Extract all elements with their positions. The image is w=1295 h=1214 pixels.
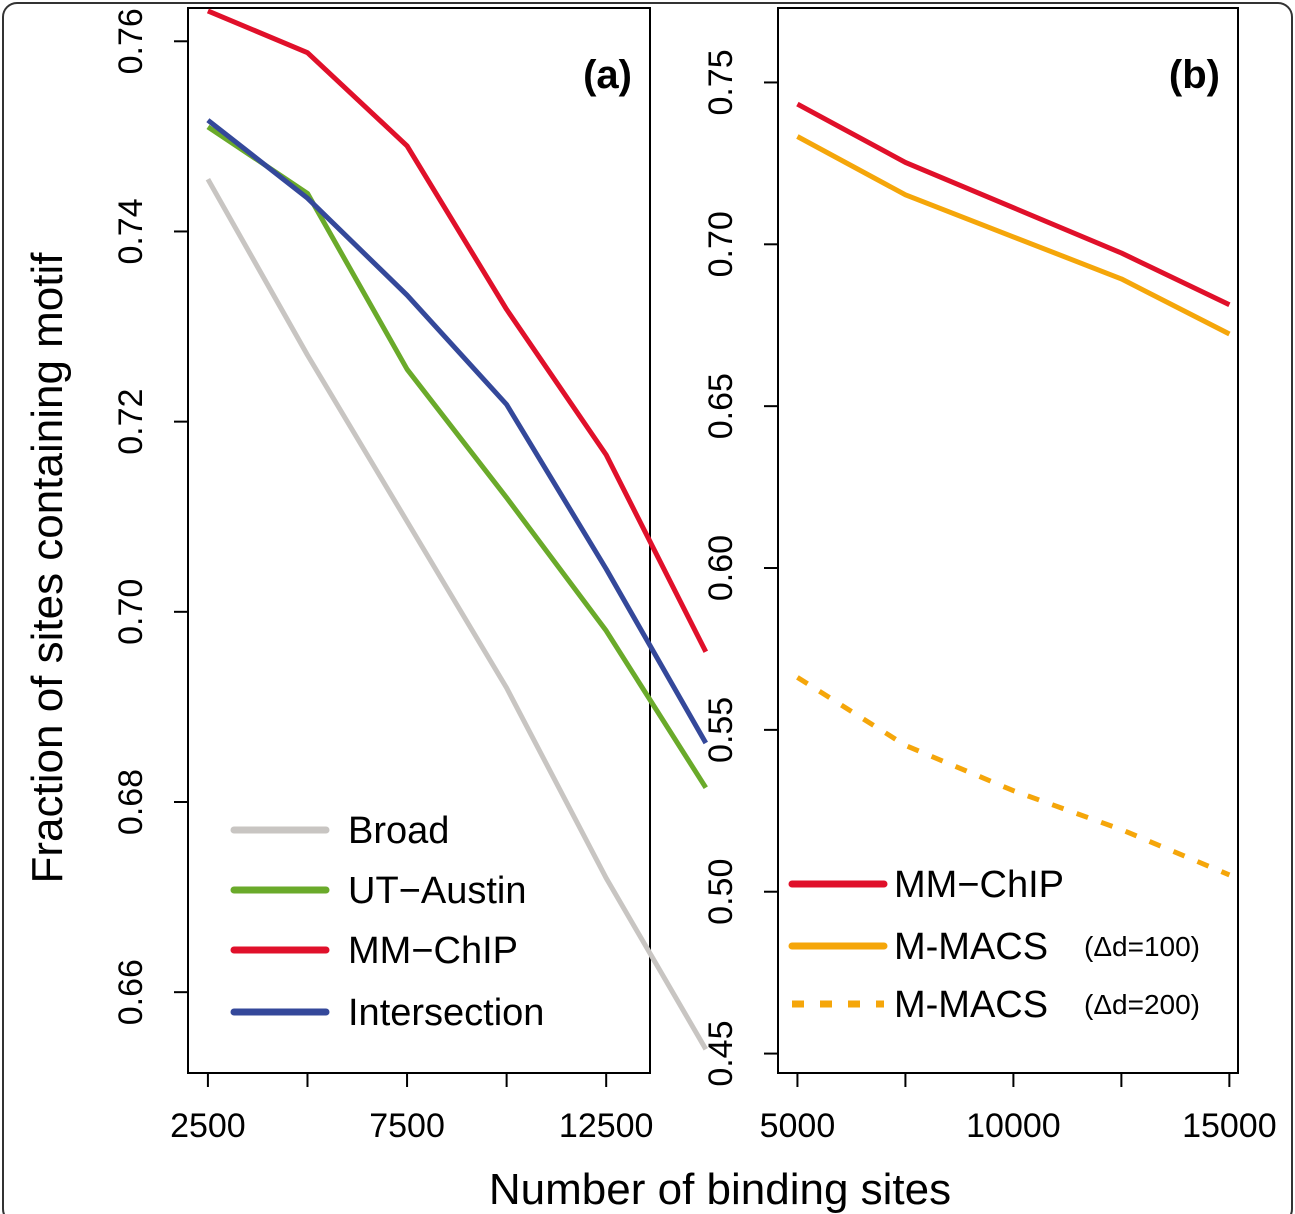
legend-label: UT−Austin: [348, 870, 526, 912]
y-tick-label: 0.66: [112, 959, 150, 1025]
legend-label: MM−ChIP: [348, 930, 518, 972]
legend-note: (Δd=200): [1084, 989, 1200, 1020]
y-tick-label: 0.75: [702, 49, 740, 115]
legend-label: M-MACS: [894, 926, 1048, 968]
y-tick-label: 0.55: [702, 697, 740, 763]
legend-label: MM−ChIP: [894, 864, 1064, 906]
panel-label: (a): [583, 53, 632, 97]
y-tick-label: 0.74: [112, 198, 150, 264]
series-line-mm-chip: [206, 8, 709, 653]
y-tick-label: 0.50: [702, 859, 740, 925]
x-tick-label: 15000: [1182, 1107, 1277, 1145]
legend-label: Broad: [348, 810, 449, 852]
y-tick-label: 0.60: [702, 535, 740, 601]
series-line-m-macs-d-100: [796, 134, 1231, 337]
x-axis-title: Number of binding sites: [489, 1165, 951, 1214]
panel-label: (b): [1169, 53, 1220, 97]
x-tick-label: 2500: [170, 1107, 246, 1145]
y-tick-label: 0.45: [702, 1020, 740, 1086]
series-line-broad: [205, 177, 708, 1051]
panel-a: 0.66 0.68 0.70 0.72 0.74 0.76 2500 7500 12500 (a)…: [112, 7, 709, 1145]
y-tick-label: 0.70: [702, 211, 740, 277]
x-tick-label: 12500: [559, 1107, 654, 1145]
x-tick-label: 5000: [760, 1107, 836, 1145]
y-tick-label: 0.65: [702, 373, 740, 439]
x-tick-label: 10000: [966, 1107, 1061, 1145]
y-axis-title: Fraction of sites containing motif: [23, 252, 72, 884]
y-tick-label: 0.68: [112, 769, 150, 835]
legend-label: M-MACS: [894, 984, 1048, 1026]
y-tick-label: 0.70: [112, 579, 150, 645]
x-tick-label: 7500: [369, 1107, 445, 1145]
legend-label: Intersection: [348, 992, 544, 1034]
series-line-mm-chip: [796, 101, 1231, 308]
series-line-intersection: [206, 118, 708, 745]
legend-note: (Δd=100): [1084, 931, 1200, 962]
y-tick-label: 0.72: [112, 389, 150, 455]
plot-frame: [777, 7, 1239, 1074]
panel-b: 0.45 0.50 0.55 0.60 0.65 0.70 0.75 5000 10000 150…: [702, 7, 1277, 1145]
y-tick-label: 0.76: [112, 8, 150, 74]
series-line-m-macs-d-200: [796, 675, 1231, 878]
